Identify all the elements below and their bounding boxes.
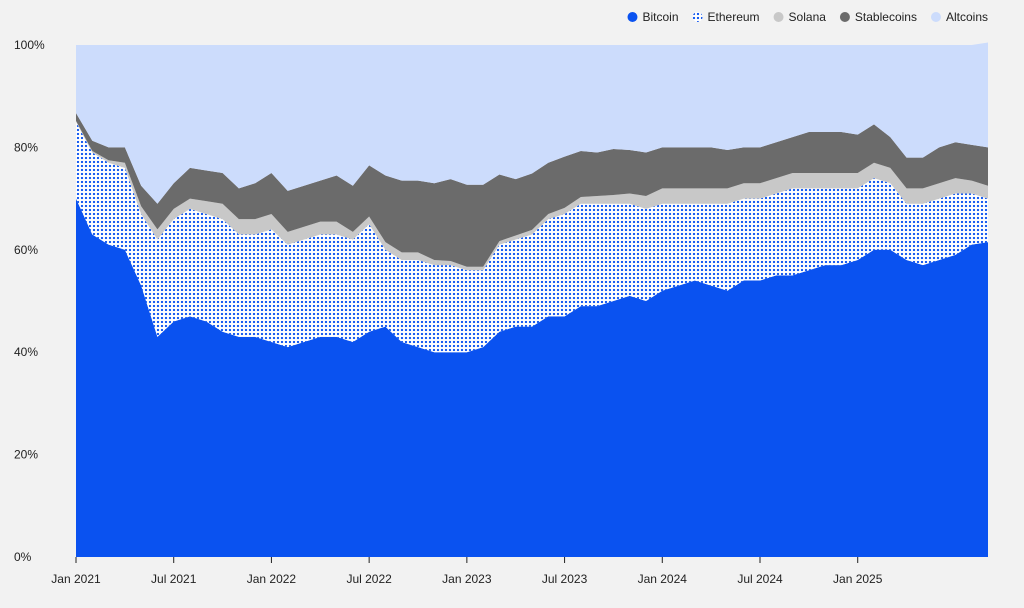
x-tick-label: Jul 2022 (346, 572, 392, 586)
x-tick-label: Jan 2021 (51, 572, 101, 586)
x-axis: Jan 2021 Jul 2021 Jan 2022 Jul 2022 Jan 2023… (51, 557, 883, 586)
area-bitcoin (76, 198, 988, 557)
legend-label-solana: Solana (789, 10, 827, 24)
y-tick-label: 80% (14, 140, 38, 154)
x-tick-label: Jul 2024 (737, 572, 783, 586)
x-tick-label: Jan 2025 (833, 572, 883, 586)
y-tick-label: 0% (14, 550, 32, 564)
legend-swatch-ethereum (692, 12, 703, 22)
x-tick-label: Jan 2024 (638, 572, 688, 586)
x-tick-label: Jul 2023 (542, 572, 588, 586)
legend-label-stablecoins: Stablecoins (855, 10, 917, 24)
x-tick-label: Jan 2023 (442, 572, 492, 586)
y-tick-label: 100% (14, 38, 45, 52)
area-ethereum (76, 121, 988, 353)
y-tick-label: 60% (14, 243, 38, 257)
legend: Bitcoin Ethereum Solana Stablecoins Altcoins (627, 10, 988, 24)
legend-label-ethereum: Ethereum (708, 10, 760, 24)
area-series-group (76, 42, 988, 557)
x-tick-label: Jan 2022 (247, 572, 297, 586)
legend-swatch-bitcoin (627, 12, 638, 22)
y-tick-label: 40% (14, 345, 38, 359)
legend-swatch-stablecoins (839, 12, 850, 22)
area-altcoins (76, 42, 988, 204)
area-stablecoins (76, 113, 988, 267)
legend-swatch-solana (773, 12, 784, 22)
y-axis: 0% 20% 40% 60% 80% 100% (14, 38, 45, 564)
legend-swatch-altcoins (930, 12, 941, 22)
legend-label-bitcoin: Bitcoin (642, 10, 678, 24)
x-tick-label: Jul 2021 (151, 572, 197, 586)
y-tick-label: 20% (14, 448, 38, 462)
area-solana (76, 120, 988, 271)
legend-label-altcoins: Altcoins (946, 10, 988, 24)
